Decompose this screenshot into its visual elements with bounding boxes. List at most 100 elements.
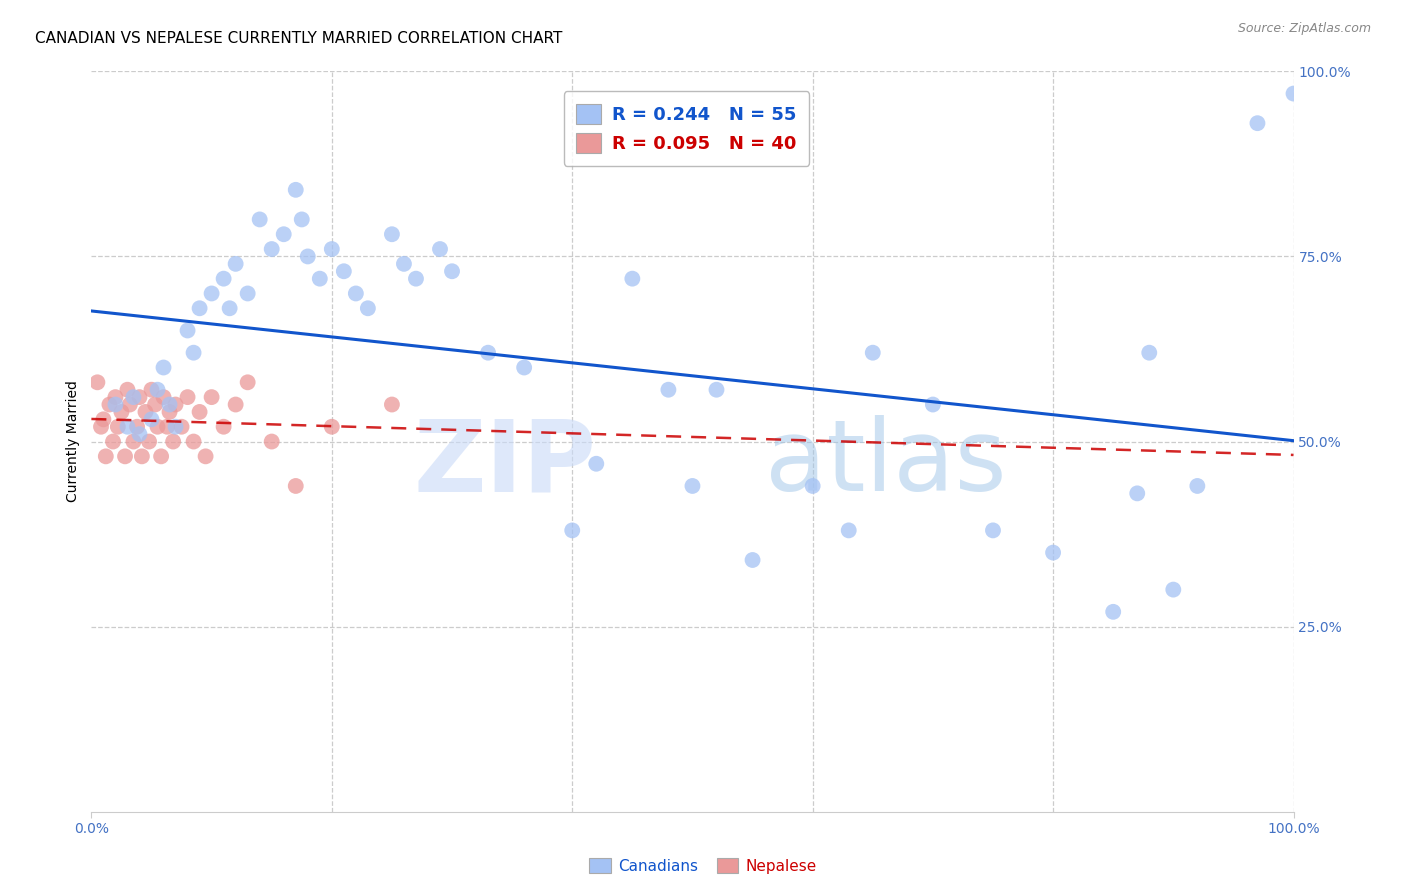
- Point: [143, 397, 166, 411]
- Point: [344, 286, 367, 301]
- Point: [429, 242, 451, 256]
- Point: [981, 524, 1004, 538]
- Point: [188, 405, 211, 419]
- Point: [150, 450, 173, 464]
- Point: [122, 390, 145, 404]
- Point: [1187, 479, 1209, 493]
- Point: [381, 397, 404, 411]
- Point: [138, 434, 160, 449]
- Point: [118, 397, 141, 411]
- Point: [273, 227, 295, 242]
- Point: [183, 434, 205, 449]
- Point: [260, 434, 283, 449]
- Point: [405, 271, 427, 285]
- Point: [170, 419, 193, 434]
- Point: [333, 264, 356, 278]
- Point: [297, 250, 319, 264]
- Point: [801, 479, 824, 493]
- Point: [176, 324, 198, 338]
- Point: [194, 450, 217, 464]
- Point: [621, 271, 644, 285]
- Point: [86, 376, 108, 390]
- Point: [125, 419, 148, 434]
- Text: CANADIAN VS NEPALESE CURRENTLY MARRIED CORRELATION CHART: CANADIAN VS NEPALESE CURRENTLY MARRIED C…: [35, 31, 562, 46]
- Point: [249, 212, 271, 227]
- Point: [284, 183, 307, 197]
- Point: [98, 397, 121, 411]
- Point: [477, 345, 499, 359]
- Point: [107, 419, 129, 434]
- Point: [440, 264, 463, 278]
- Point: [1246, 116, 1268, 130]
- Legend: R = 0.244   N = 55, R = 0.095   N = 40: R = 0.244 N = 55, R = 0.095 N = 40: [564, 92, 810, 166]
- Point: [122, 434, 145, 449]
- Point: [236, 376, 259, 390]
- Point: [922, 397, 945, 411]
- Point: [236, 286, 259, 301]
- Point: [321, 242, 343, 256]
- Point: [162, 434, 184, 449]
- Point: [1282, 87, 1305, 101]
- Point: [1102, 605, 1125, 619]
- Point: [291, 212, 314, 227]
- Point: [260, 242, 283, 256]
- Y-axis label: Currently Married: Currently Married: [66, 381, 80, 502]
- Point: [183, 345, 205, 359]
- Legend: Canadians, Nepalese: Canadians, Nepalese: [583, 852, 823, 880]
- Point: [104, 397, 127, 411]
- Point: [159, 397, 181, 411]
- Point: [128, 427, 150, 442]
- Point: [104, 390, 127, 404]
- Point: [90, 419, 112, 434]
- Point: [1137, 345, 1160, 359]
- Point: [561, 524, 583, 538]
- Point: [141, 383, 163, 397]
- Point: [131, 450, 153, 464]
- Point: [838, 524, 860, 538]
- Point: [1161, 582, 1184, 597]
- Point: [381, 227, 404, 242]
- Point: [218, 301, 240, 316]
- Point: [284, 479, 307, 493]
- Point: [93, 412, 115, 426]
- Point: [110, 405, 132, 419]
- Point: [212, 419, 235, 434]
- Point: [225, 257, 247, 271]
- Text: Source: ZipAtlas.com: Source: ZipAtlas.com: [1237, 22, 1371, 36]
- Point: [165, 419, 187, 434]
- Point: [165, 397, 187, 411]
- Point: [321, 419, 343, 434]
- Point: [1126, 486, 1149, 500]
- Point: [146, 419, 169, 434]
- Point: [94, 450, 117, 464]
- Point: [141, 412, 163, 426]
- Point: [1042, 546, 1064, 560]
- Point: [156, 419, 179, 434]
- Point: [146, 383, 169, 397]
- Point: [357, 301, 380, 316]
- Point: [117, 419, 139, 434]
- Point: [101, 434, 124, 449]
- Point: [706, 383, 728, 397]
- Point: [201, 286, 224, 301]
- Point: [862, 345, 884, 359]
- Point: [681, 479, 703, 493]
- Point: [513, 360, 536, 375]
- Text: ZIP: ZIP: [413, 416, 596, 512]
- Point: [152, 360, 174, 375]
- Point: [152, 390, 174, 404]
- Point: [117, 383, 139, 397]
- Point: [392, 257, 415, 271]
- Point: [212, 271, 235, 285]
- Point: [741, 553, 763, 567]
- Point: [188, 301, 211, 316]
- Point: [308, 271, 330, 285]
- Point: [201, 390, 224, 404]
- Point: [176, 390, 198, 404]
- Point: [585, 457, 607, 471]
- Point: [134, 405, 156, 419]
- Point: [159, 405, 181, 419]
- Point: [225, 397, 247, 411]
- Point: [657, 383, 679, 397]
- Text: atlas: atlas: [765, 416, 1007, 512]
